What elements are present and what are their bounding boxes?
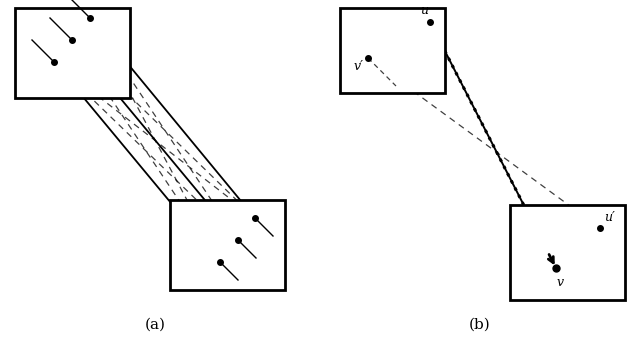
- Bar: [15, 8, 130, 98]
- Bar: [510, 205, 625, 300]
- Text: u′: u′: [604, 211, 615, 224]
- Bar: [340, 8, 445, 93]
- Text: u: u: [420, 4, 428, 17]
- Text: v: v: [556, 276, 564, 289]
- Text: (a): (a): [145, 318, 166, 332]
- Text: v′: v′: [354, 60, 364, 73]
- Text: (b): (b): [469, 318, 491, 332]
- Bar: [170, 200, 285, 290]
